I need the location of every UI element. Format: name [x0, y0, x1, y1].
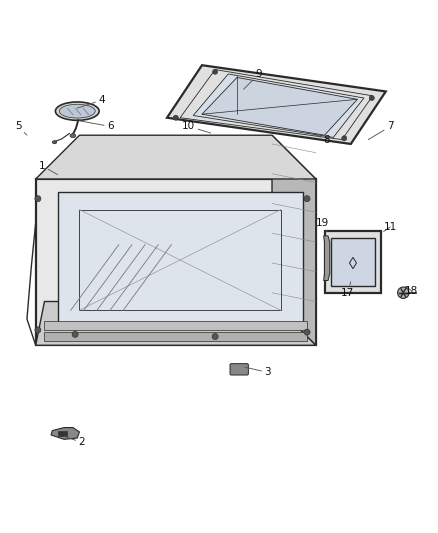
Polygon shape	[272, 135, 315, 345]
Text: 1: 1	[39, 161, 57, 175]
Polygon shape	[51, 427, 79, 439]
Polygon shape	[35, 302, 315, 345]
Ellipse shape	[59, 104, 95, 118]
Circle shape	[368, 95, 374, 101]
FancyBboxPatch shape	[230, 364, 248, 375]
Polygon shape	[330, 238, 374, 286]
Polygon shape	[324, 231, 381, 293]
Polygon shape	[35, 179, 315, 345]
Text: 6: 6	[79, 121, 113, 132]
Ellipse shape	[55, 102, 99, 120]
Polygon shape	[166, 65, 385, 144]
Text: 8: 8	[315, 135, 329, 144]
Text: 17: 17	[340, 282, 353, 298]
Circle shape	[303, 329, 309, 335]
Ellipse shape	[52, 141, 57, 144]
Text: 18: 18	[404, 286, 417, 296]
Circle shape	[303, 196, 309, 201]
Circle shape	[212, 334, 218, 340]
Circle shape	[35, 196, 41, 201]
Text: 19: 19	[315, 218, 328, 231]
Text: 2: 2	[64, 437, 85, 447]
Text: 11: 11	[383, 222, 396, 232]
Text: 5: 5	[15, 122, 27, 135]
Polygon shape	[193, 74, 363, 138]
Bar	[58, 431, 67, 437]
Polygon shape	[201, 77, 357, 135]
Polygon shape	[323, 236, 329, 280]
Circle shape	[212, 69, 217, 75]
Text: 3: 3	[244, 367, 270, 377]
Circle shape	[173, 115, 178, 120]
Polygon shape	[44, 332, 306, 341]
Polygon shape	[35, 135, 315, 179]
Text: 4: 4	[77, 95, 104, 108]
Text: 10: 10	[182, 122, 210, 133]
Circle shape	[397, 287, 408, 298]
Polygon shape	[57, 192, 302, 328]
Ellipse shape	[70, 134, 76, 138]
Text: 9: 9	[243, 69, 261, 89]
Circle shape	[341, 136, 346, 141]
Text: 7: 7	[367, 122, 392, 140]
Circle shape	[72, 332, 78, 337]
Polygon shape	[44, 321, 306, 330]
Circle shape	[35, 327, 41, 333]
